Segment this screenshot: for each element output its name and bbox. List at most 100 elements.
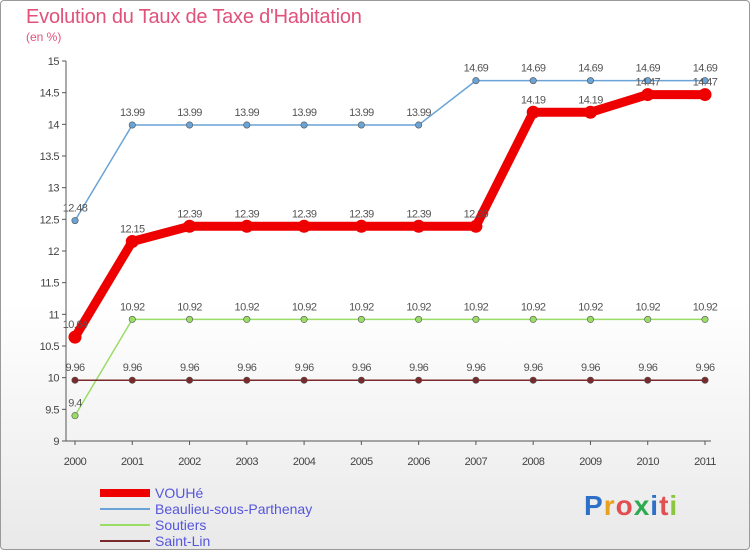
x-tick-label: 2005 — [350, 456, 373, 468]
data-point-beaulieu-sous-parthenay — [243, 121, 251, 129]
legend-label: Saint-Lin — [155, 533, 211, 549]
data-label-beaulieu-sous-parthenay: 13.99 — [349, 107, 374, 119]
data-point-saint-lin — [415, 376, 423, 384]
legend-swatch — [100, 540, 150, 542]
legend-label: Soutiers — [155, 517, 207, 533]
data-label-vouh-: 12.39 — [235, 208, 260, 220]
data-point-beaulieu-sous-parthenay — [415, 121, 423, 129]
data-point-beaulieu-sous-parthenay — [529, 77, 537, 85]
data-point-vouh- — [698, 88, 712, 102]
x-tick-label: 2003 — [236, 456, 259, 468]
data-label-beaulieu-sous-parthenay: 13.99 — [292, 107, 317, 119]
data-label-vouh-: 14.47 — [693, 77, 718, 89]
data-label-beaulieu-sous-parthenay: 13.99 — [177, 107, 202, 119]
data-point-vouh- — [68, 330, 82, 344]
data-point-soutiers — [415, 315, 423, 323]
data-label-soutiers: 10.92 — [292, 301, 317, 313]
data-label-vouh-: 12.39 — [406, 208, 431, 220]
data-label-beaulieu-sous-parthenay: 13.99 — [235, 107, 260, 119]
data-label-beaulieu-sous-parthenay: 14.69 — [464, 63, 489, 75]
series-line-vouh- — [70, 90, 710, 342]
y-tick-label: 12 — [48, 246, 60, 258]
data-label-vouh-: 10.64 — [63, 319, 88, 331]
chart-unit-label: (en %) — [26, 30, 62, 44]
data-label-vouh-: 14.47 — [635, 77, 660, 89]
data-label-vouh-: 12.39 — [349, 208, 374, 220]
data-point-vouh- — [526, 105, 540, 119]
x-tick-label: 2011 — [694, 456, 716, 468]
legend-label: VOUHé — [155, 485, 204, 501]
y-tick-label: 10 — [48, 373, 60, 385]
logo-letter: o — [615, 490, 634, 521]
data-label-soutiers: 10.92 — [635, 301, 660, 313]
logo-letter: P — [584, 490, 604, 521]
x-tick-label: 2000 — [64, 456, 87, 468]
data-point-vouh- — [641, 88, 655, 102]
y-tick-label: 11.5 — [40, 278, 59, 290]
y-tick-label: 9 — [53, 436, 59, 448]
y-tick-label: 14 — [48, 119, 60, 131]
data-point-beaulieu-sous-parthenay — [644, 77, 652, 85]
logo-letter: i — [650, 490, 660, 521]
x-tick-label: 2001 — [121, 456, 144, 468]
series-line-soutiers — [74, 318, 706, 417]
y-tick-label: 13 — [48, 183, 60, 195]
data-point-soutiers — [586, 315, 594, 323]
data-label-soutiers: 10.92 — [464, 301, 489, 313]
data-point-saint-lin — [701, 376, 709, 384]
data-point-beaulieu-sous-parthenay — [300, 121, 308, 129]
chart-title: Evolution du Taux de Taxe d'Habitation — [26, 6, 362, 28]
data-point-soutiers — [472, 315, 480, 323]
data-point-soutiers — [128, 315, 136, 323]
y-tick-label: 15 — [48, 56, 60, 68]
data-point-saint-lin — [71, 376, 79, 384]
data-label-soutiers: 9.4 — [68, 398, 82, 410]
data-point-saint-lin — [186, 376, 194, 384]
proxiti-logo: Proxiti — [584, 490, 678, 522]
data-point-vouh- — [183, 219, 197, 233]
logo-letter: i — [669, 490, 679, 521]
data-point-soutiers — [701, 315, 709, 323]
data-label-saint-lin: 9.96 — [65, 362, 84, 374]
data-label-vouh-: 14.19 — [578, 94, 603, 106]
data-point-beaulieu-sous-parthenay — [586, 77, 594, 85]
data-point-saint-lin — [243, 376, 251, 384]
data-point-vouh- — [354, 219, 368, 233]
y-tick-label: 10.5 — [40, 341, 60, 353]
series-line-beaulieu-sous-parthenay — [74, 79, 706, 222]
data-label-saint-lin: 9.96 — [295, 362, 314, 374]
legend-swatch — [100, 524, 150, 526]
data-label-beaulieu-sous-parthenay: 12.48 — [63, 203, 88, 215]
logo-letter: t — [659, 490, 670, 521]
data-point-soutiers — [243, 315, 251, 323]
y-tick-label: 14.5 — [40, 88, 60, 100]
data-point-soutiers — [529, 315, 537, 323]
x-tick-label: 2002 — [178, 456, 201, 468]
data-point-saint-lin — [586, 376, 594, 384]
y-tick-label: 11 — [49, 309, 60, 321]
data-label-saint-lin: 9.96 — [352, 362, 371, 374]
data-point-soutiers — [71, 412, 79, 420]
data-label-vouh-: 12.39 — [292, 208, 317, 220]
data-label-soutiers: 10.92 — [578, 301, 603, 313]
legend-swatch — [100, 508, 150, 510]
data-label-saint-lin: 9.96 — [695, 362, 714, 374]
data-label-beaulieu-sous-parthenay: 14.69 — [693, 63, 718, 75]
data-label-saint-lin: 9.96 — [466, 362, 485, 374]
legend-label: Beaulieu-sous-Parthenay — [155, 501, 313, 517]
y-tick-label: 13.5 — [40, 151, 60, 163]
legend-swatch — [100, 489, 150, 497]
data-point-beaulieu-sous-parthenay — [186, 121, 194, 129]
data-point-soutiers — [644, 315, 652, 323]
data-label-beaulieu-sous-parthenay: 13.99 — [120, 107, 145, 119]
data-label-soutiers: 10.92 — [521, 301, 546, 313]
data-point-saint-lin — [357, 376, 365, 384]
data-label-soutiers: 10.92 — [693, 301, 718, 313]
data-label-soutiers: 10.92 — [120, 301, 145, 313]
data-label-vouh-: 12.39 — [464, 208, 489, 220]
x-tick-label: 2007 — [465, 456, 488, 468]
data-label-saint-lin: 9.96 — [180, 362, 199, 374]
data-point-soutiers — [357, 315, 365, 323]
data-point-soutiers — [300, 315, 308, 323]
